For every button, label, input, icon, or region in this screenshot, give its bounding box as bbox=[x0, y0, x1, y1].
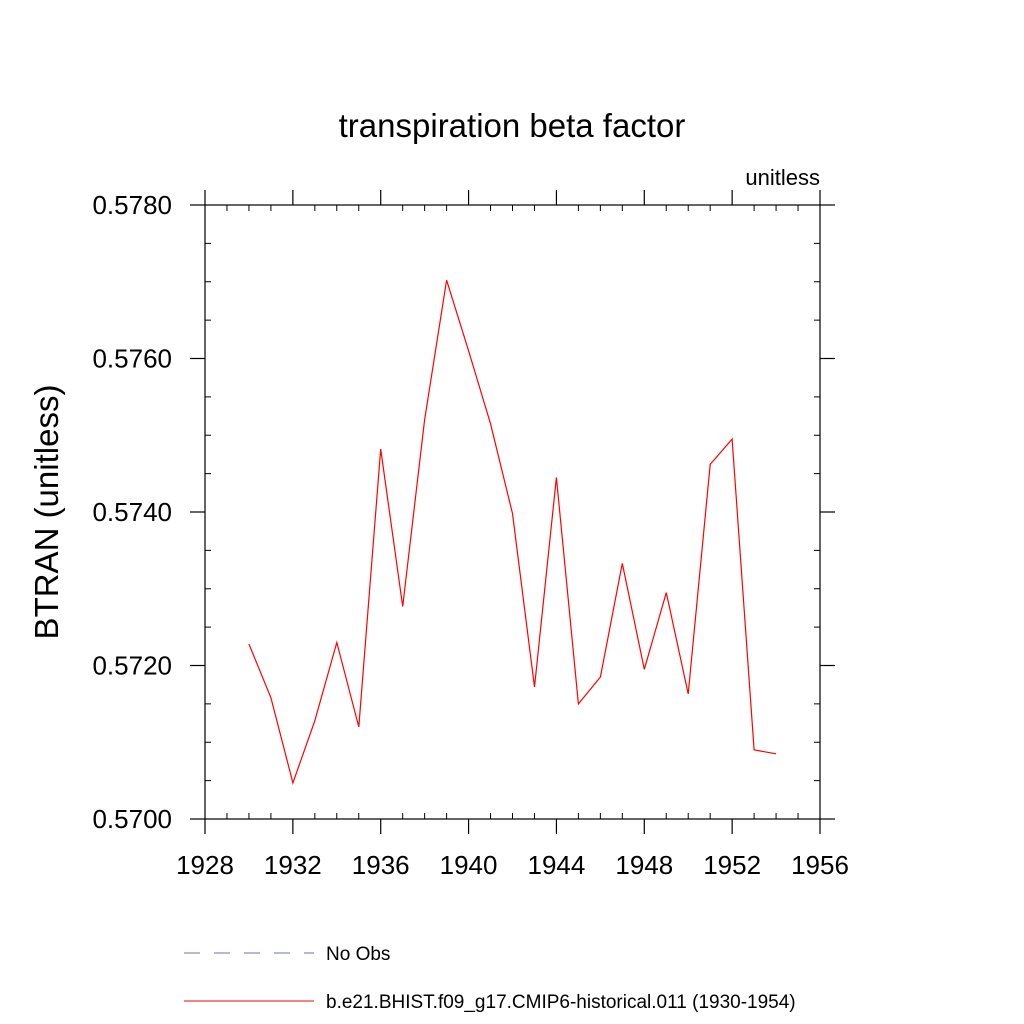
x-tick-label: 1936 bbox=[352, 850, 410, 880]
axis-ticks bbox=[190, 190, 835, 834]
x-tick-label: 1952 bbox=[703, 850, 761, 880]
x-tick-label: 1940 bbox=[440, 850, 498, 880]
y-tick-label: 0.5720 bbox=[92, 651, 172, 681]
x-tick-label: 1944 bbox=[528, 850, 586, 880]
chart-title: transpiration beta factor bbox=[339, 107, 686, 144]
x-tick-label: 1932 bbox=[264, 850, 322, 880]
y-tick-label: 0.5760 bbox=[92, 344, 172, 374]
legend-label: No Obs bbox=[326, 944, 390, 965]
y-tick-label: 0.5700 bbox=[92, 804, 172, 834]
y-axis-label: BTRAN (unitless) bbox=[28, 385, 65, 640]
x-tick-label: 1948 bbox=[615, 850, 673, 880]
axis-tick-labels: 1928 1932 1936 1940 1944 1948 1952 1956 0.5700 0.… bbox=[92, 190, 848, 880]
x-tick-label: 1928 bbox=[176, 850, 234, 880]
series-lines bbox=[248, 280, 777, 785]
units-label: unitless bbox=[745, 165, 820, 190]
series-line bbox=[248, 280, 777, 785]
legend: No Obs b.e21.BHIST.f09_g17.CMIP6-historic… bbox=[184, 944, 796, 1013]
legend-label: b.e21.BHIST.f09_g17.CMIP6-historical.011… bbox=[326, 992, 796, 1013]
x-tick-label: 1956 bbox=[791, 850, 849, 880]
y-tick-label: 0.5780 bbox=[92, 190, 172, 220]
y-tick-label: 0.5740 bbox=[92, 497, 172, 527]
